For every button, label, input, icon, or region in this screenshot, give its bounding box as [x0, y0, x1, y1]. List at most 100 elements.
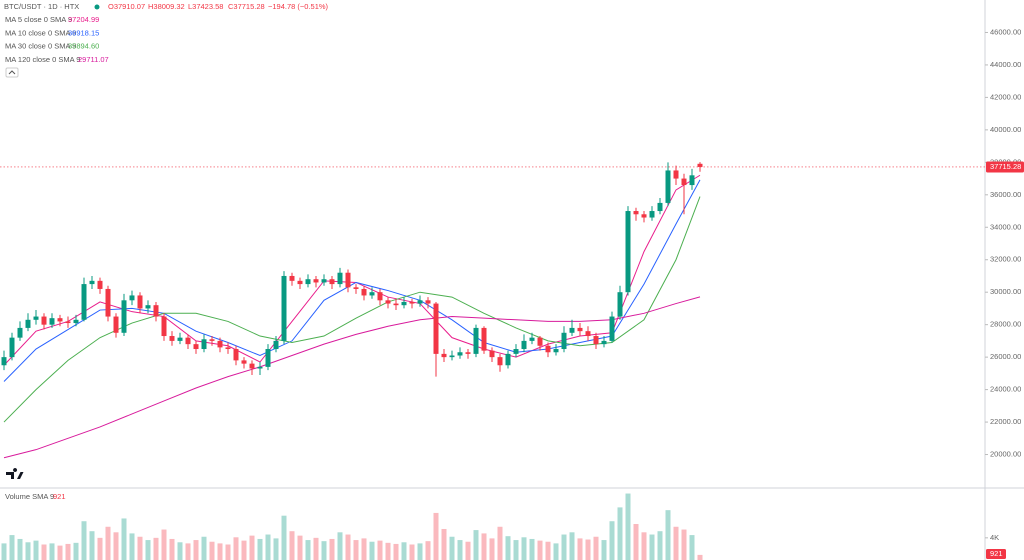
volume-bar	[129, 533, 135, 560]
candle-body	[353, 287, 359, 289]
candle-body	[25, 319, 31, 328]
last-volume-label: 921	[990, 549, 1003, 558]
y-tick-label: 28000.00	[990, 320, 1021, 329]
candle-body	[409, 301, 415, 304]
volume-bar	[393, 543, 399, 560]
y-tick-label: 42000.00	[990, 92, 1021, 101]
volume-bar	[537, 540, 543, 560]
candle-body	[297, 280, 303, 285]
candle-body	[265, 349, 271, 367]
legend-value: 29711.07	[78, 55, 109, 64]
volume-bar	[449, 536, 455, 560]
candle-body	[601, 340, 607, 345]
volume-bar	[441, 528, 447, 560]
candle-body	[425, 300, 431, 304]
y-tick-label: 46000.00	[990, 27, 1021, 36]
y-tick-label: 40000.00	[990, 125, 1021, 134]
volume-bar	[633, 524, 639, 560]
volume-bar	[353, 540, 359, 560]
volume-bar	[305, 540, 311, 560]
candle-body	[617, 292, 623, 317]
volume-bar	[41, 544, 47, 560]
volume-value: 921	[53, 492, 66, 501]
volume-bar	[329, 538, 335, 560]
candle-body	[585, 331, 591, 337]
header-change: −194.78 (−0.51%)	[268, 2, 329, 11]
volume-bar	[81, 521, 87, 560]
candle-body	[129, 295, 135, 301]
legend-collapse-icon	[8, 70, 16, 75]
candle-body	[537, 337, 543, 346]
candle-body	[1, 357, 7, 366]
candle-body	[185, 337, 191, 345]
volume-bar	[289, 531, 295, 560]
volume-bar	[609, 521, 615, 560]
candle-body	[177, 337, 183, 341]
volume-bar	[265, 534, 271, 560]
volume-bar	[225, 544, 231, 560]
volume-bar	[9, 535, 15, 560]
candle-body	[569, 327, 575, 333]
volume-bar	[65, 543, 71, 560]
volume-bar	[249, 535, 255, 560]
volume-bar	[401, 542, 407, 560]
legend-name: MA 10 close 0 SMA 9	[5, 28, 76, 37]
candle-body	[473, 327, 479, 354]
volume-bar	[409, 544, 415, 560]
volume-bar	[105, 526, 111, 560]
candle-body	[465, 352, 471, 354]
volume-bar	[241, 540, 247, 560]
candle-body	[377, 292, 383, 301]
volume-bar	[433, 512, 439, 560]
volume-bar	[617, 507, 623, 560]
y-tick-label: 26000.00	[990, 352, 1021, 361]
volume-bar	[257, 538, 263, 560]
candle-body	[489, 350, 495, 358]
candle-body	[633, 211, 639, 215]
candle-body	[137, 295, 143, 309]
candle-body	[321, 279, 327, 283]
volume-bar	[113, 532, 119, 560]
candle-body	[401, 301, 407, 306]
candle-body	[89, 280, 95, 285]
candle-body	[497, 357, 503, 366]
volume-bar	[697, 554, 703, 560]
status-dot	[94, 4, 100, 10]
candle-body	[217, 340, 223, 348]
volume-bar	[121, 518, 127, 560]
volume-bar	[33, 540, 39, 560]
candle-body	[225, 347, 231, 350]
candle-body	[193, 344, 199, 350]
candle-body	[97, 280, 103, 289]
candle-body	[529, 337, 535, 341]
legend-name: MA 5 close 0 SMA 9	[5, 15, 72, 24]
candle-body	[417, 300, 423, 304]
volume-title: Volume SMA 9	[5, 492, 54, 501]
candle-body	[281, 275, 287, 341]
volume-bar	[625, 493, 631, 560]
volume-bar	[681, 529, 687, 560]
y-tick-label: 20000.00	[990, 450, 1021, 459]
legend-collapse[interactable]	[5, 67, 19, 78]
volume-bar	[297, 535, 303, 560]
volume-bar	[89, 531, 95, 560]
candle-body	[609, 316, 615, 341]
candle-body	[289, 275, 295, 281]
volume-bar	[601, 540, 607, 560]
ma-line	[3, 296, 701, 459]
volume-bar	[377, 540, 383, 560]
candle-body	[673, 170, 679, 179]
candle-body	[65, 321, 71, 324]
ma-line	[3, 196, 701, 423]
candle-body	[313, 279, 319, 283]
volume-bar	[561, 534, 567, 560]
candle-body	[577, 327, 583, 332]
candle-body	[121, 300, 127, 333]
volume-bar	[137, 536, 143, 560]
candle-body	[449, 355, 455, 358]
volume-bar	[313, 537, 319, 560]
last-volume-box	[986, 549, 1006, 559]
volume-bar	[457, 540, 463, 560]
volume-bar	[545, 541, 551, 560]
volume-bar	[513, 540, 519, 560]
